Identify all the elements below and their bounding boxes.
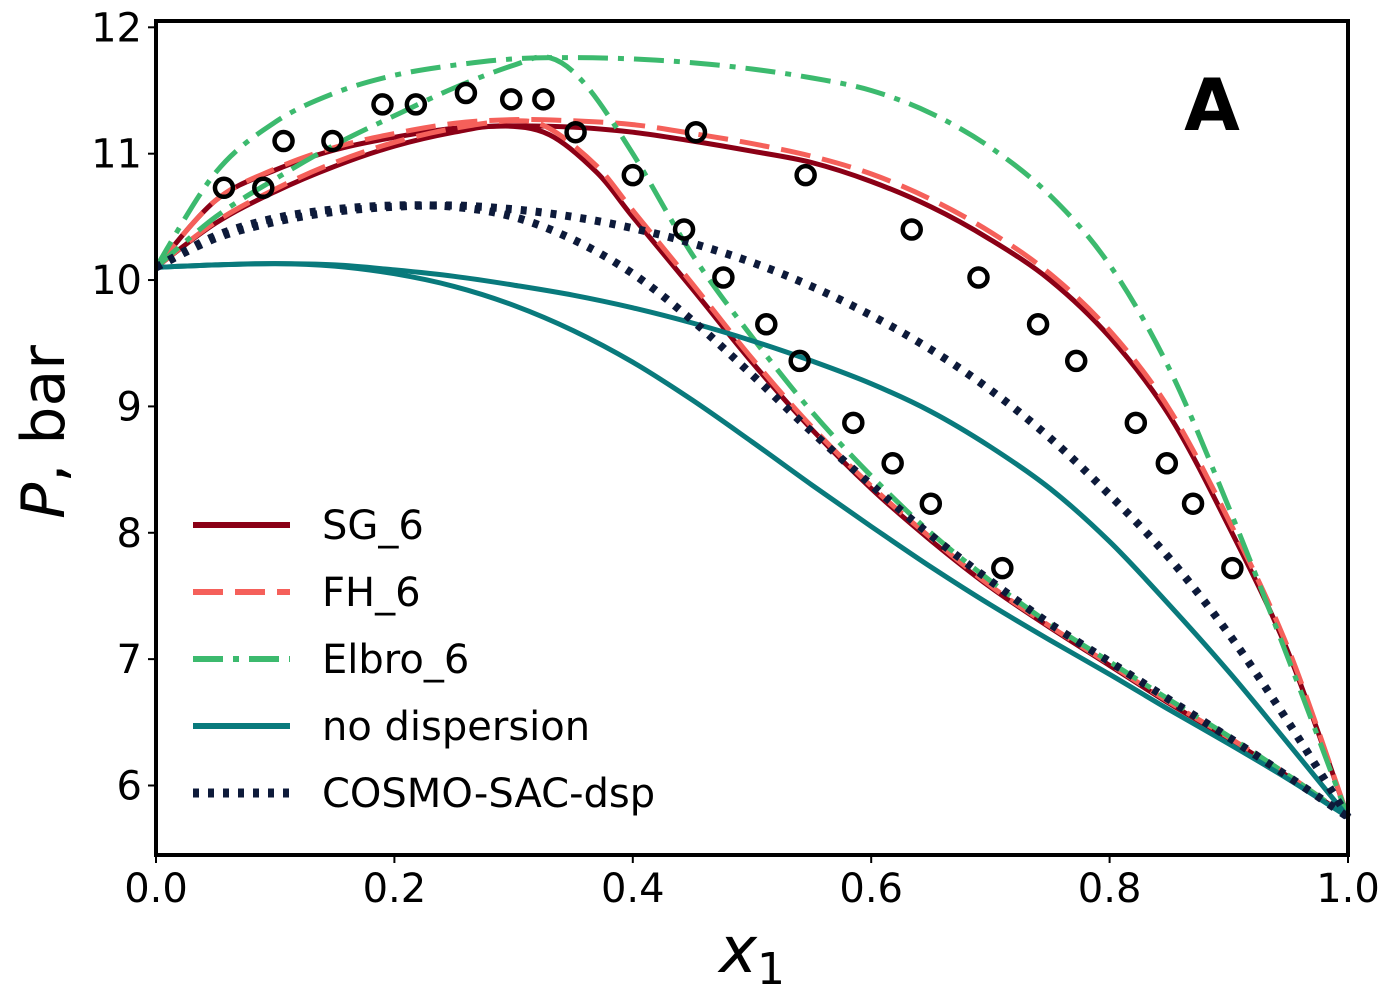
plot-frame: [154, 19, 1350, 857]
experimental-point: [900, 218, 923, 241]
x-tick-label: 0.8: [1078, 866, 1142, 912]
series-fh-6-dew-line: [154, 118, 1350, 820]
x-axis: 0.0 0.2 0.4 0.6 0.8 1.0: [124, 855, 1380, 912]
experimental-point: [1124, 411, 1148, 435]
y-axis-title-symbol: P: [9, 482, 79, 519]
y-tick-label: 6: [117, 764, 142, 810]
series-cosmo-sac-dsp-dew-line: [154, 201, 1351, 821]
x-tick-label: 1.0: [1316, 866, 1380, 912]
x-tick-label: 0.2: [363, 866, 427, 912]
experimental-point: [755, 313, 778, 336]
legend: SG_6 FH_6 Elbro_6no dispersion COSMO-SAC-ds…: [193, 503, 655, 817]
experimental-point: [1181, 492, 1205, 515]
experimental-point: [532, 88, 555, 111]
experimental-point: [842, 411, 865, 435]
x-axis-title-subscript: 1: [757, 944, 785, 995]
experimental-point: [919, 492, 943, 515]
experimental-point: [1155, 452, 1179, 475]
x-axis-title: x1: [717, 914, 785, 995]
legend-label-no-dispersion: no dispersion: [322, 704, 590, 750]
legend-label-sg-6: SG_6: [322, 503, 424, 549]
legend-label-fh-6: FH_6: [322, 570, 421, 616]
experimental-point: [1064, 349, 1088, 373]
series-no-dispersion-dew-line: [155, 261, 1350, 820]
y-tick-label: 9: [117, 384, 142, 430]
experimental-point: [1026, 313, 1050, 336]
series-elbro-6-dew-line: [154, 54, 1350, 820]
legend-label-cosmo-sac-dsp: COSMO-SAC-dsp: [322, 771, 655, 817]
y-axis-title: P, bar: [9, 345, 79, 519]
experimental-point: [252, 176, 275, 200]
x-tick-label: 0.0: [124, 866, 188, 912]
experimental-point: [321, 129, 344, 153]
y-axis-title-unit: , bar: [9, 345, 79, 483]
experimental-point: [684, 120, 708, 144]
experimental-point: [454, 81, 478, 105]
experimental-point: [794, 163, 817, 187]
experimental-point: [212, 176, 236, 200]
experimental-point: [967, 266, 990, 289]
experimental-point: [672, 218, 696, 241]
experimental-point: [881, 452, 904, 475]
experimental-point: [499, 88, 523, 111]
series-elbro-6-bubble-line: [153, 55, 1351, 818]
x-axis-title-main: x: [717, 914, 758, 988]
experimental-point: [712, 266, 735, 289]
experimental-point: [788, 349, 811, 373]
y-tick-label: 7: [117, 637, 142, 683]
experimental-point: [621, 163, 645, 187]
experimental-points-layer: [212, 81, 1244, 580]
panel-label: A: [1184, 63, 1240, 147]
experimental-point: [272, 129, 295, 153]
y-tick-label: 11: [91, 132, 142, 178]
x-tick-label: 0.6: [839, 866, 903, 912]
experimental-point: [564, 120, 587, 144]
series-cosmo-sac-dsp-bubble-line: [154, 201, 1352, 820]
series-sg-6-bubble-line: [154, 123, 1351, 818]
y-tick-label: 8: [117, 511, 142, 557]
legend-label-elbro-6: Elbro_6: [322, 637, 469, 683]
experimental-point: [991, 556, 1014, 580]
y-tick-label: 12: [91, 5, 142, 51]
y-tick-label: 10: [91, 258, 142, 304]
series-layer: [153, 54, 1352, 821]
y-axis: 6 7 8 9 10 11 12: [91, 5, 156, 810]
experimental-point: [404, 93, 428, 116]
experimental-point: [1221, 556, 1244, 580]
experimental-point: [371, 93, 394, 116]
x-tick-label: 0.4: [601, 866, 665, 912]
